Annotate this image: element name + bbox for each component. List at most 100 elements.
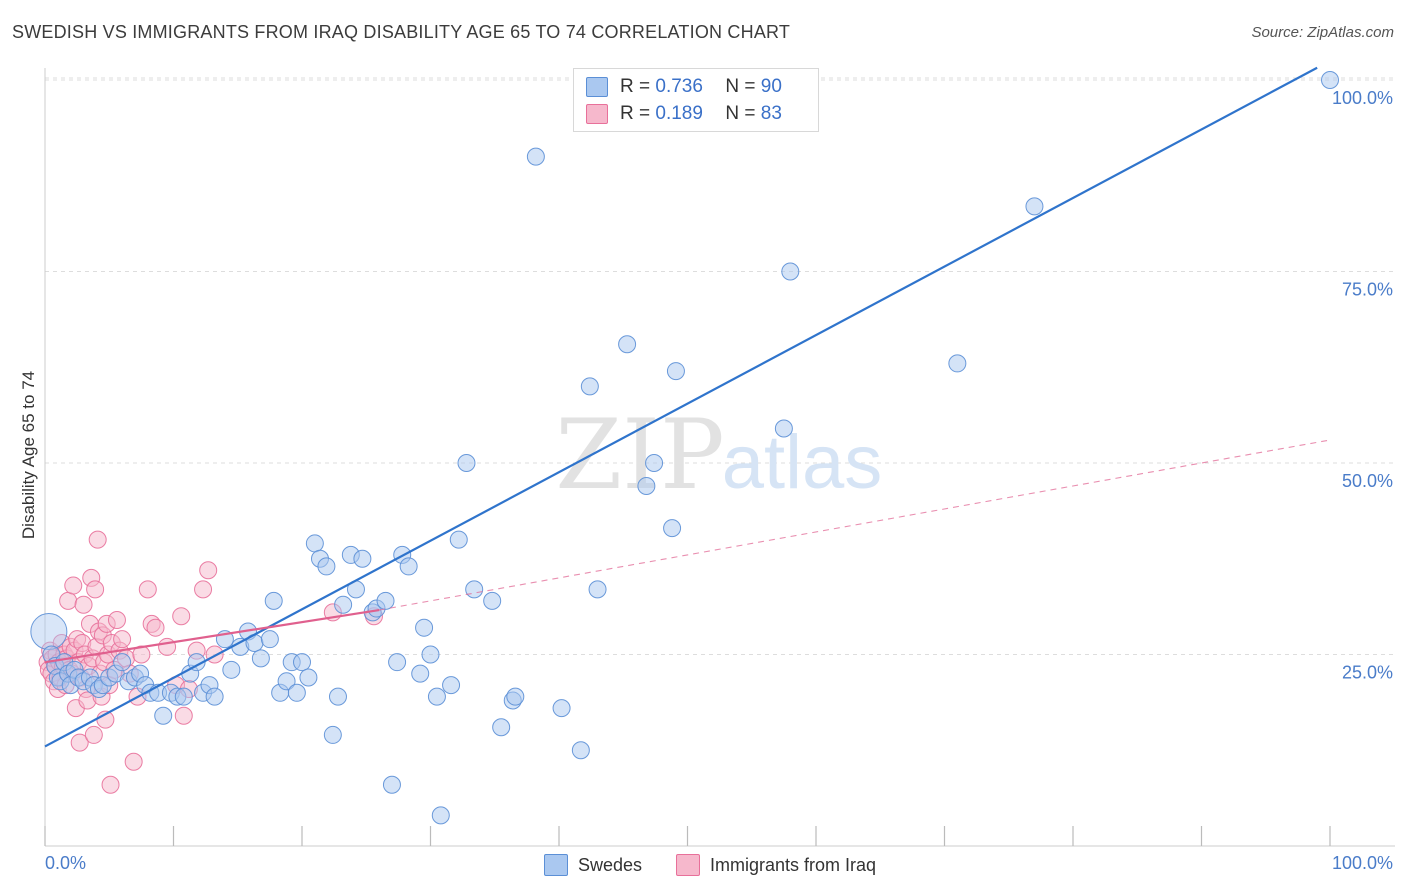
swedes-point	[526, 147, 545, 166]
swedes-point	[376, 591, 395, 610]
swedes-point	[388, 653, 407, 672]
iraq-point	[88, 530, 107, 549]
swedes-point	[205, 687, 224, 706]
r-label: R =	[620, 103, 651, 124]
swedes-point	[637, 476, 656, 495]
swedes-point	[449, 530, 468, 549]
iraq-point	[199, 561, 218, 580]
iraq-point	[132, 645, 151, 664]
swedes-trend-line	[44, 66, 1318, 748]
swedes-point	[580, 377, 599, 396]
legend-item-swedes[interactable]: Swedes	[544, 852, 642, 878]
r-value-iraq: 0.189	[655, 103, 703, 124]
swedes-point	[399, 557, 418, 576]
legend-row-swedes: R = 0.736 N = 90	[586, 75, 782, 99]
swedes-point	[411, 664, 430, 683]
swedes-point	[415, 618, 434, 637]
swedes-point	[154, 706, 173, 725]
iraq-legend-swatch	[676, 854, 700, 876]
swedes-point	[774, 419, 793, 438]
y-tick-label: 75.0%	[1342, 280, 1393, 300]
swedes-point	[442, 676, 461, 695]
trend-lines	[44, 66, 1331, 748]
swedes-points	[30, 71, 1339, 825]
x-tick-label-min: 0.0%	[45, 853, 86, 873]
iraq-point	[84, 725, 103, 744]
swedes-swatch	[586, 77, 608, 97]
swedes-legend-swatch	[544, 854, 568, 876]
swedes-point	[174, 687, 193, 706]
swedes-point	[948, 354, 967, 373]
swedes-point	[552, 699, 571, 718]
stats-legend: R = 0.736 N = 90 R = 0.189 N = 83	[573, 68, 819, 132]
iraq-point	[64, 576, 83, 595]
swedes-point	[421, 645, 440, 664]
swedes-point	[251, 649, 270, 668]
iraq-point	[101, 775, 120, 794]
swedes-point	[287, 683, 306, 702]
swedes-point	[299, 668, 318, 687]
x-tick-label-max: 100.0%	[1332, 853, 1393, 873]
swedes-point	[260, 630, 279, 649]
swedes-legend-label: Swedes	[578, 854, 643, 875]
n-label: N =	[725, 76, 756, 97]
swedes-point	[1321, 71, 1339, 89]
legend-row-iraq: R = 0.189 N = 83	[586, 102, 782, 126]
watermark: ZIP atlas	[555, 399, 882, 511]
swedes-point	[465, 580, 484, 599]
swedes-point	[663, 519, 682, 538]
swedes-point	[618, 335, 637, 354]
iraq-point	[124, 752, 143, 771]
n-label: N =	[725, 103, 756, 124]
iraq-legend-label: Immigrants from Iraq	[710, 854, 877, 875]
iraq-point	[107, 611, 126, 630]
y-tick-label: 100.0%	[1332, 88, 1393, 108]
swedes-point	[222, 660, 241, 679]
iraq-point	[158, 637, 177, 656]
r-label: R =	[620, 76, 651, 97]
swedes-point	[317, 557, 336, 576]
axes	[44, 68, 1395, 847]
iraq-point	[59, 591, 78, 610]
n-value-swedes: 90	[760, 76, 782, 97]
n-value-iraq: 83	[760, 103, 782, 124]
iraq-point	[194, 580, 213, 599]
iraq-point	[138, 580, 157, 599]
swedes-point	[506, 687, 525, 706]
iraq-point	[172, 607, 191, 626]
swedes-point	[277, 672, 296, 691]
swedes-point	[113, 653, 132, 672]
iraq-point	[174, 706, 193, 725]
swedes-point	[1025, 197, 1044, 216]
tick-labels: 25.0% 50.0% 75.0% 100.0% 0.0% 100.0%	[45, 88, 1393, 873]
r-value-swedes: 0.736	[655, 76, 703, 97]
swedes-point	[30, 613, 68, 651]
source-label: Source: ZipAtlas.com	[1251, 24, 1394, 41]
swedes-point	[666, 362, 685, 381]
swedes-point	[334, 595, 353, 614]
swedes-point	[328, 687, 347, 706]
iraq-swatch	[586, 104, 608, 124]
grid-lines	[45, 77, 1395, 655]
iraq-point	[86, 580, 105, 599]
swedes-point	[353, 549, 372, 568]
swedes-point	[588, 580, 607, 599]
iraq-point	[113, 630, 132, 649]
iraq-trend-extension	[379, 439, 1331, 611]
legend-item-iraq[interactable]: Immigrants from Iraq	[676, 852, 876, 878]
swedes-point	[293, 653, 311, 672]
iraq-point	[146, 618, 165, 637]
swedes-point	[571, 741, 590, 760]
iraq-point	[205, 645, 224, 664]
iraq-trend-line	[44, 608, 380, 664]
watermark-atlas: atlas	[722, 420, 883, 505]
y-axis-label: Disability Age 65 to 74	[19, 371, 38, 539]
y-tick-label: 50.0%	[1342, 471, 1393, 491]
iraq-point	[74, 595, 93, 614]
iraq-point	[70, 733, 89, 752]
swedes-point	[264, 591, 283, 610]
swedes-point	[382, 775, 401, 794]
y-tick-label: 25.0%	[1342, 663, 1393, 683]
swedes-point	[323, 725, 342, 744]
